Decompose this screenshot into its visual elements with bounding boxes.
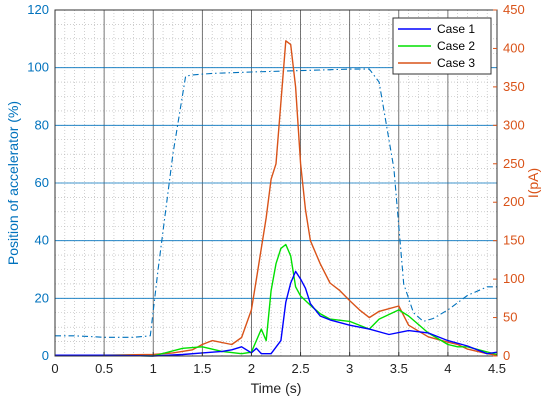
plot-frame bbox=[54, 9, 498, 357]
x-tick-label: 0.5 bbox=[95, 361, 113, 376]
legend-label-case-1: Case 1 bbox=[437, 22, 475, 36]
x-tick-label: 4.5 bbox=[488, 361, 506, 376]
x-axis-label: Time (s) bbox=[251, 380, 302, 396]
y-left-tick-label: 120 bbox=[27, 2, 49, 17]
y-right-tick-label: 350 bbox=[503, 79, 525, 94]
y-left-tick-label: 20 bbox=[35, 290, 49, 305]
y-right-tick-label: 450 bbox=[503, 2, 525, 17]
series-layer bbox=[55, 40, 498, 357]
y-left-tick-label: 40 bbox=[35, 233, 49, 248]
x-tick-label: 3 bbox=[346, 361, 353, 376]
y-right-tick-label: 50 bbox=[503, 310, 517, 325]
x-tick-label: 3.5 bbox=[390, 361, 408, 376]
y-left-tick-label: 100 bbox=[27, 60, 49, 75]
series-line-case-2 bbox=[55, 243, 498, 357]
y-right-tick-label: 150 bbox=[503, 233, 525, 248]
series-line-case-1 bbox=[55, 270, 498, 357]
x-tick-label: 2 bbox=[248, 361, 255, 376]
y-right-tick-label: 300 bbox=[503, 117, 525, 132]
x-tick-label: 1.5 bbox=[193, 361, 211, 376]
y-left-tick-label: 80 bbox=[35, 117, 49, 132]
x-tick-label: 2.5 bbox=[292, 361, 310, 376]
legend-label-case-3: Case 3 bbox=[437, 56, 475, 70]
x-tick-label: 1 bbox=[150, 361, 157, 376]
y-axis-right-label: I(pA) bbox=[525, 168, 541, 198]
y-right-tick-label: 250 bbox=[503, 156, 525, 171]
y-right-tick-label: 400 bbox=[503, 40, 525, 55]
x-tick-label: 0 bbox=[51, 361, 58, 376]
y-axis-left-label: Position of accelerator (%) bbox=[5, 101, 21, 265]
legend-label-case-2: Case 2 bbox=[437, 39, 475, 53]
legend: Case 1 Case 2 Case 3 bbox=[392, 17, 492, 75]
x-tick-label: 4 bbox=[444, 361, 451, 376]
y-left-tick-label: 60 bbox=[35, 175, 49, 190]
series-line-case-3 bbox=[55, 40, 498, 356]
y-left-tick-label: 0 bbox=[42, 348, 49, 363]
y-right-tick-label: 100 bbox=[503, 271, 525, 286]
y-right-tick-label: 0 bbox=[503, 348, 510, 363]
accelerator-position-line bbox=[55, 68, 497, 338]
y-right-tick-label: 200 bbox=[503, 194, 525, 209]
tick-labels: 0 0.5 1 1.5 2 2.5 3 3.5 4 4.502040608010012005010… bbox=[27, 2, 524, 376]
